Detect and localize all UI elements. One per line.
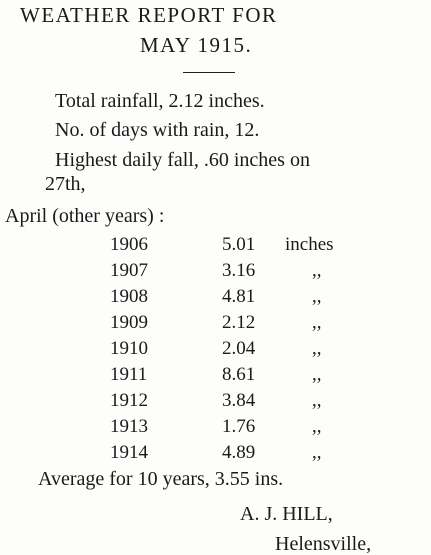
average: Average for 10 years, 3.55 ins. — [38, 468, 284, 490]
unit: ,, — [312, 364, 322, 385]
year: 1914 — [110, 442, 148, 463]
title: WEATHER REPORT FOR — [20, 3, 278, 27]
rainfall: 1.76 — [222, 416, 256, 437]
rainfall: 5.01 — [222, 234, 256, 255]
rainfall: 3.84 — [222, 390, 256, 411]
divider — [183, 72, 235, 73]
year: 1908 — [110, 286, 148, 307]
year: 1910 — [110, 338, 148, 359]
unit: ,, — [312, 338, 322, 359]
year: 1906 — [110, 234, 148, 255]
rainfall: 4.89 — [222, 442, 256, 463]
unit: ,, — [312, 286, 322, 307]
summary-line: Total rainfall, 2.12 inches. — [55, 90, 265, 112]
year: 1907 — [110, 260, 148, 281]
year: 1911 — [110, 364, 148, 385]
signature-name: A. J. HILL, — [240, 503, 333, 525]
summary-line: 27th, — [45, 173, 86, 195]
unit: ,, — [312, 416, 322, 437]
summary-line: No. of days with rain, 12. — [55, 119, 260, 141]
rainfall: 2.04 — [222, 338, 256, 359]
rainfall: 3.16 — [222, 260, 256, 281]
rainfall: 4.81 — [222, 286, 256, 307]
unit: ,, — [312, 312, 322, 333]
rainfall: 8.61 — [222, 364, 256, 385]
year: 1913 — [110, 416, 148, 437]
table-caption: April (other years) : — [5, 205, 165, 227]
unit: inches — [285, 234, 334, 255]
unit: ,, — [312, 260, 322, 281]
unit: ,, — [312, 390, 322, 411]
unit: ,, — [312, 442, 322, 463]
year: 1909 — [110, 312, 148, 333]
subtitle: MAY 1915. — [140, 33, 253, 57]
year: 1912 — [110, 390, 148, 411]
summary-line: Highest daily fall, .60 inches on — [55, 149, 310, 171]
rainfall: 2.12 — [222, 312, 256, 333]
signature-place: Helensville, — [275, 533, 372, 555]
